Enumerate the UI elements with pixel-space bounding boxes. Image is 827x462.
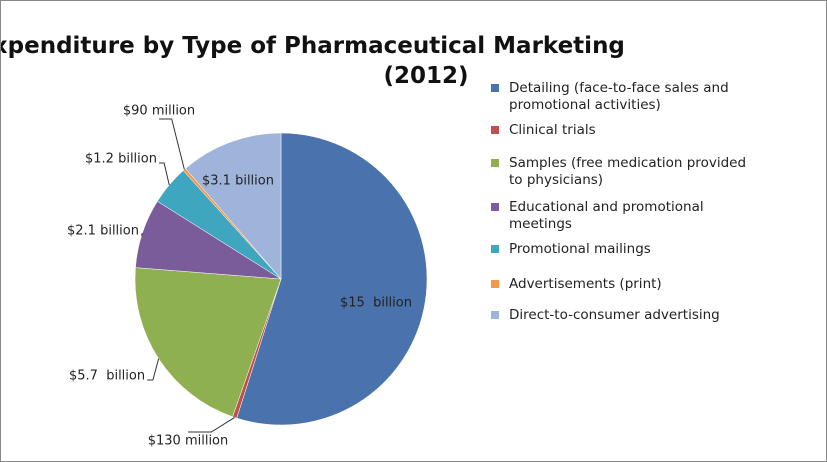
pie-slice: [185, 132, 282, 280]
data-label: $2.1 billion: [67, 224, 139, 239]
leader-line: [158, 162, 170, 186]
legend-label: Educational and promotional meetings: [509, 199, 704, 232]
data-label: $130 million: [148, 434, 229, 449]
legend-label: Clinical trials: [509, 122, 596, 138]
data-label: $15 billion: [340, 296, 412, 311]
legend-item: Clinical trials: [491, 122, 761, 139]
chart-title: (2012): [383, 63, 468, 89]
legend-swatch: [491, 159, 499, 167]
legend-item: Direct-to-consumer advertising: [491, 307, 761, 324]
legend-swatch: [491, 84, 499, 92]
legend-item: Promotional mailings: [491, 241, 761, 258]
legend-item: Educational and promotional meetings: [491, 199, 761, 233]
legend-label: Advertisements (print): [509, 276, 662, 292]
leader-line: [140, 232, 143, 236]
data-label: $1.2 billion: [85, 152, 157, 167]
legend-item: Advertisements (print): [491, 276, 761, 293]
legend-label: Detailing (face-to-face sales and promot…: [509, 80, 729, 113]
legend-label: Samples (free medication provided to phy…: [509, 155, 747, 188]
leader-line: [159, 118, 185, 170]
legend-item: Detailing (face-to-face sales and promot…: [491, 80, 761, 114]
legend-swatch: [491, 203, 499, 211]
legend-swatch: [491, 245, 499, 253]
legend: Detailing (face-to-face sales and promot…: [491, 80, 761, 324]
data-label: $5.7 billion: [69, 369, 145, 384]
legend-swatch: [491, 311, 499, 319]
data-label: $90 million: [123, 104, 195, 119]
data-label: $3.1 billion: [202, 174, 274, 189]
leader-line: [147, 358, 160, 381]
leader-line: [188, 417, 235, 433]
legend-label: Direct-to-consumer advertising: [509, 307, 720, 323]
legend-item: Samples (free medication provided to phy…: [491, 155, 761, 189]
legend-swatch: [491, 280, 499, 288]
legend-label: Promotional mailings: [509, 241, 651, 257]
pie-slice: [236, 132, 428, 426]
legend-swatch: [491, 126, 499, 134]
chart-title: Expenditure by Type of Pharmaceutical Ma…: [1, 33, 625, 59]
